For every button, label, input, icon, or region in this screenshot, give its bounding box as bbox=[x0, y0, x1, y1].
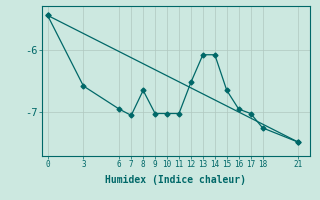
X-axis label: Humidex (Indice chaleur): Humidex (Indice chaleur) bbox=[106, 175, 246, 185]
